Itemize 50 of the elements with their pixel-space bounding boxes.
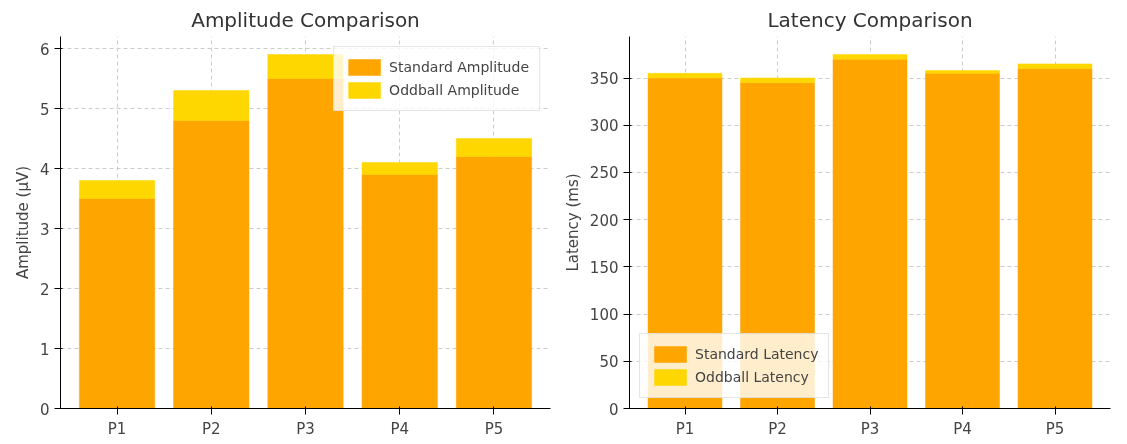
x-tick-label: P2 [201, 419, 221, 438]
y-axis-title: Latency (ms) [563, 173, 582, 272]
bar [456, 156, 532, 409]
bar [1017, 63, 1093, 69]
x-tick-label: P1 [675, 419, 695, 438]
y-tick-label: 2 [39, 280, 50, 299]
x-tick-label: P2 [768, 419, 787, 438]
bar [173, 120, 250, 409]
bar [267, 78, 344, 409]
x-tick-label: P3 [860, 419, 880, 438]
bar [925, 70, 1000, 74]
x-tick-label: P5 [1045, 419, 1065, 438]
x-tick-label: P1 [107, 419, 127, 438]
bar [361, 162, 438, 175]
bar [456, 138, 532, 157]
bar [1017, 68, 1093, 409]
bar [79, 198, 155, 409]
legend-label: Standard Latency [695, 346, 819, 362]
y-tick-label: 5 [39, 100, 50, 119]
y-tick-label: 0 [39, 400, 50, 419]
y-tick-label: 250 [589, 164, 619, 183]
y-tick-label: 100 [589, 306, 619, 325]
y-axis-title: Amplitude (µV) [13, 165, 32, 280]
y-tick-label: 200 [589, 211, 619, 230]
x-tick-label: P4 [953, 419, 972, 438]
x-tick-label: P5 [484, 419, 504, 438]
bar [173, 90, 250, 121]
y-tick-label: 350 [589, 70, 619, 89]
legend-label: Standard Amplitude [389, 59, 529, 75]
y-tick-label: 50 [599, 353, 619, 372]
bar [647, 73, 723, 79]
y-tick-label: 3 [39, 220, 50, 239]
y-tick-label: 0 [608, 400, 619, 419]
chart-title: Amplitude Comparison [191, 7, 420, 32]
legend-label: Oddball Latency [695, 369, 809, 385]
y-tick-label: 1 [39, 340, 50, 359]
bar [740, 77, 815, 84]
bar [79, 180, 155, 199]
bar [832, 54, 908, 60]
x-tick-label: P3 [296, 419, 315, 438]
x-tick-label: P4 [390, 419, 410, 438]
chart-title: Latency Comparison [767, 7, 973, 32]
y-tick-label: 6 [39, 40, 50, 59]
y-tick-label: 4 [39, 160, 50, 179]
bar [361, 174, 438, 409]
legend-label: Oddball Amplitude [389, 82, 520, 98]
bar [925, 73, 1000, 409]
y-tick-label: 150 [589, 258, 619, 277]
bar [832, 58, 908, 409]
y-tick-label: 300 [589, 117, 619, 136]
